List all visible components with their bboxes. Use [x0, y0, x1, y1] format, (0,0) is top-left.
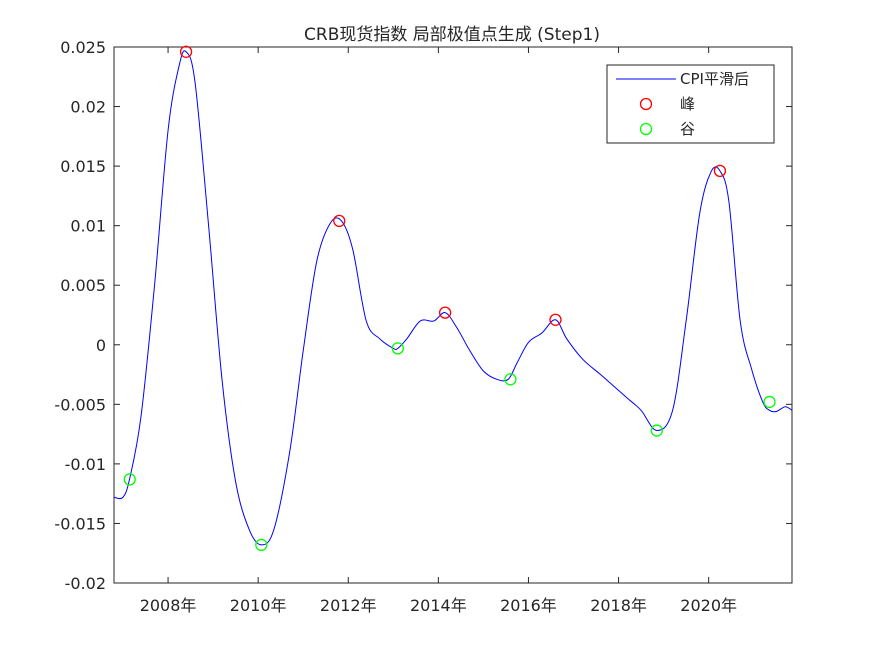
trough-marker [650, 424, 664, 437]
x-tick-label: 2008年 [140, 596, 197, 615]
x-tick-label: 2010年 [230, 596, 287, 615]
trough-marker [763, 395, 776, 409]
y-tick-label: 0.015 [60, 157, 106, 176]
y-tick-label: 0.005 [60, 276, 106, 295]
legend-label-trough: 谷 [680, 120, 695, 138]
trough-marker [391, 342, 404, 355]
legend-label-peak: 峰 [680, 95, 695, 113]
y-tick-label: -0.01 [65, 455, 106, 474]
peak-marker [713, 164, 727, 178]
x-tick-label: 2014年 [410, 596, 467, 615]
x-tick-label: 2016年 [500, 596, 557, 615]
trough-marker [123, 473, 136, 486]
trough-marker [255, 538, 268, 552]
axis-ticks [114, 46, 792, 584]
y-tick-label: 0.025 [60, 38, 106, 57]
peak-marker [438, 306, 452, 319]
y-tick-label: -0.015 [54, 514, 106, 533]
x-tick-label: 2012年 [320, 596, 377, 615]
legend-box [606, 64, 775, 144]
y-tick-label: 0 [96, 336, 106, 355]
legend-label-line: CPI平滑后 [680, 70, 749, 88]
y-tick-label: 0.01 [70, 217, 106, 236]
peak-marker [179, 45, 193, 58]
series-layer [113, 45, 793, 552]
legend-peak-marker [639, 97, 653, 111]
series-line-cpi-smoothed [113, 50, 793, 546]
peak-marker [333, 214, 346, 228]
peak-marker [549, 313, 562, 326]
y-tick-label: 0.02 [70, 98, 106, 117]
x-tick-label: 2020年 [680, 596, 737, 615]
trough-marker [504, 373, 517, 386]
legend: CPI平滑后 峰 谷 [606, 64, 775, 144]
legend-trough-marker [639, 122, 653, 136]
x-tick-label: 2018年 [590, 596, 647, 615]
y-tick-label: -0.005 [54, 395, 106, 414]
y-tick-label: -0.02 [65, 574, 106, 593]
axis-tick-labels: -0.02 -0.015 -0.01 -0.005 0 0.005 0.01 0.015 0.0… [54, 38, 737, 615]
chart-title: CRB现货指数 局部极值点生成 (Step1) [304, 25, 600, 45]
